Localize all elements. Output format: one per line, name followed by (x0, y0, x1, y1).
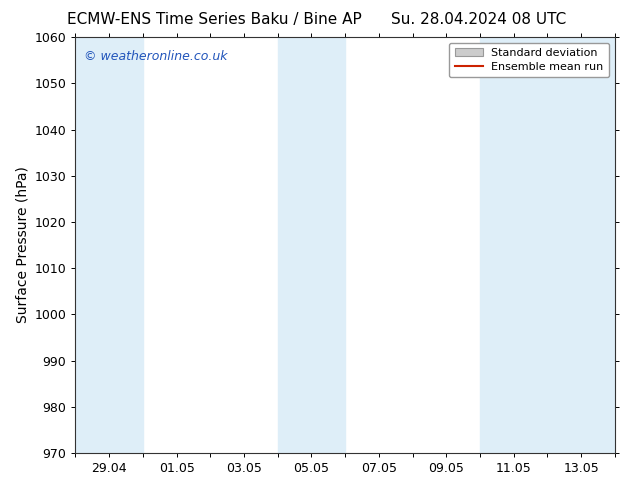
Text: ECMW-ENS Time Series Baku / Bine AP      Su. 28.04.2024 08 UTC: ECMW-ENS Time Series Baku / Bine AP Su. … (67, 12, 567, 27)
Bar (480, 37, 615, 453)
Y-axis label: Surface Pressure (hPa): Surface Pressure (hPa) (15, 167, 29, 323)
Bar (75, 37, 143, 453)
Bar (278, 37, 345, 453)
Text: © weatheronline.co.uk: © weatheronline.co.uk (84, 49, 227, 63)
Legend: Standard deviation, Ensemble mean run: Standard deviation, Ensemble mean run (450, 43, 609, 77)
